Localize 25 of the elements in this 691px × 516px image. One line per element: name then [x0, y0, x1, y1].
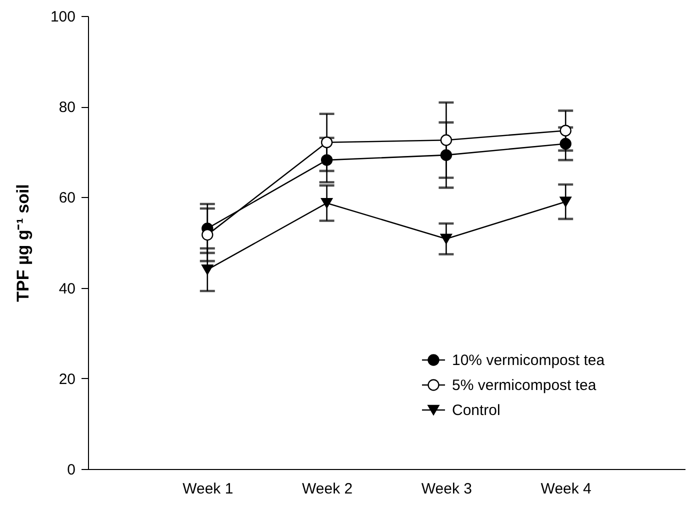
legend-label: 10% vermicompost tea [452, 352, 606, 369]
point [560, 196, 572, 207]
point [202, 228, 214, 241]
point [440, 234, 452, 244]
point [560, 124, 572, 136]
y-tick-label: 60 [58, 190, 76, 207]
x-tick-label: Week 2 [302, 480, 353, 498]
legend-label: 5% vermicompost tea [452, 377, 597, 394]
point [440, 134, 452, 146]
y-tick-label: 100 [50, 8, 76, 26]
point [202, 264, 214, 275]
x-tick-label: Week 3 [421, 480, 472, 498]
point [320, 136, 333, 148]
y-tick-label: 40 [58, 280, 76, 298]
point [440, 149, 452, 161]
point [320, 154, 333, 166]
y-axis-title: TPF µg g⁻¹ soil [13, 184, 32, 302]
y-tick-label: 80 [58, 99, 76, 116]
y-tick-label: 20 [58, 370, 76, 388]
legend-label: Control [452, 402, 500, 419]
y-tick-label: 0 [67, 462, 76, 478]
x-tick-label: Week 4 [540, 480, 592, 498]
x-tick-label: Week 1 [182, 480, 234, 498]
point [320, 198, 333, 208]
point [560, 138, 572, 150]
